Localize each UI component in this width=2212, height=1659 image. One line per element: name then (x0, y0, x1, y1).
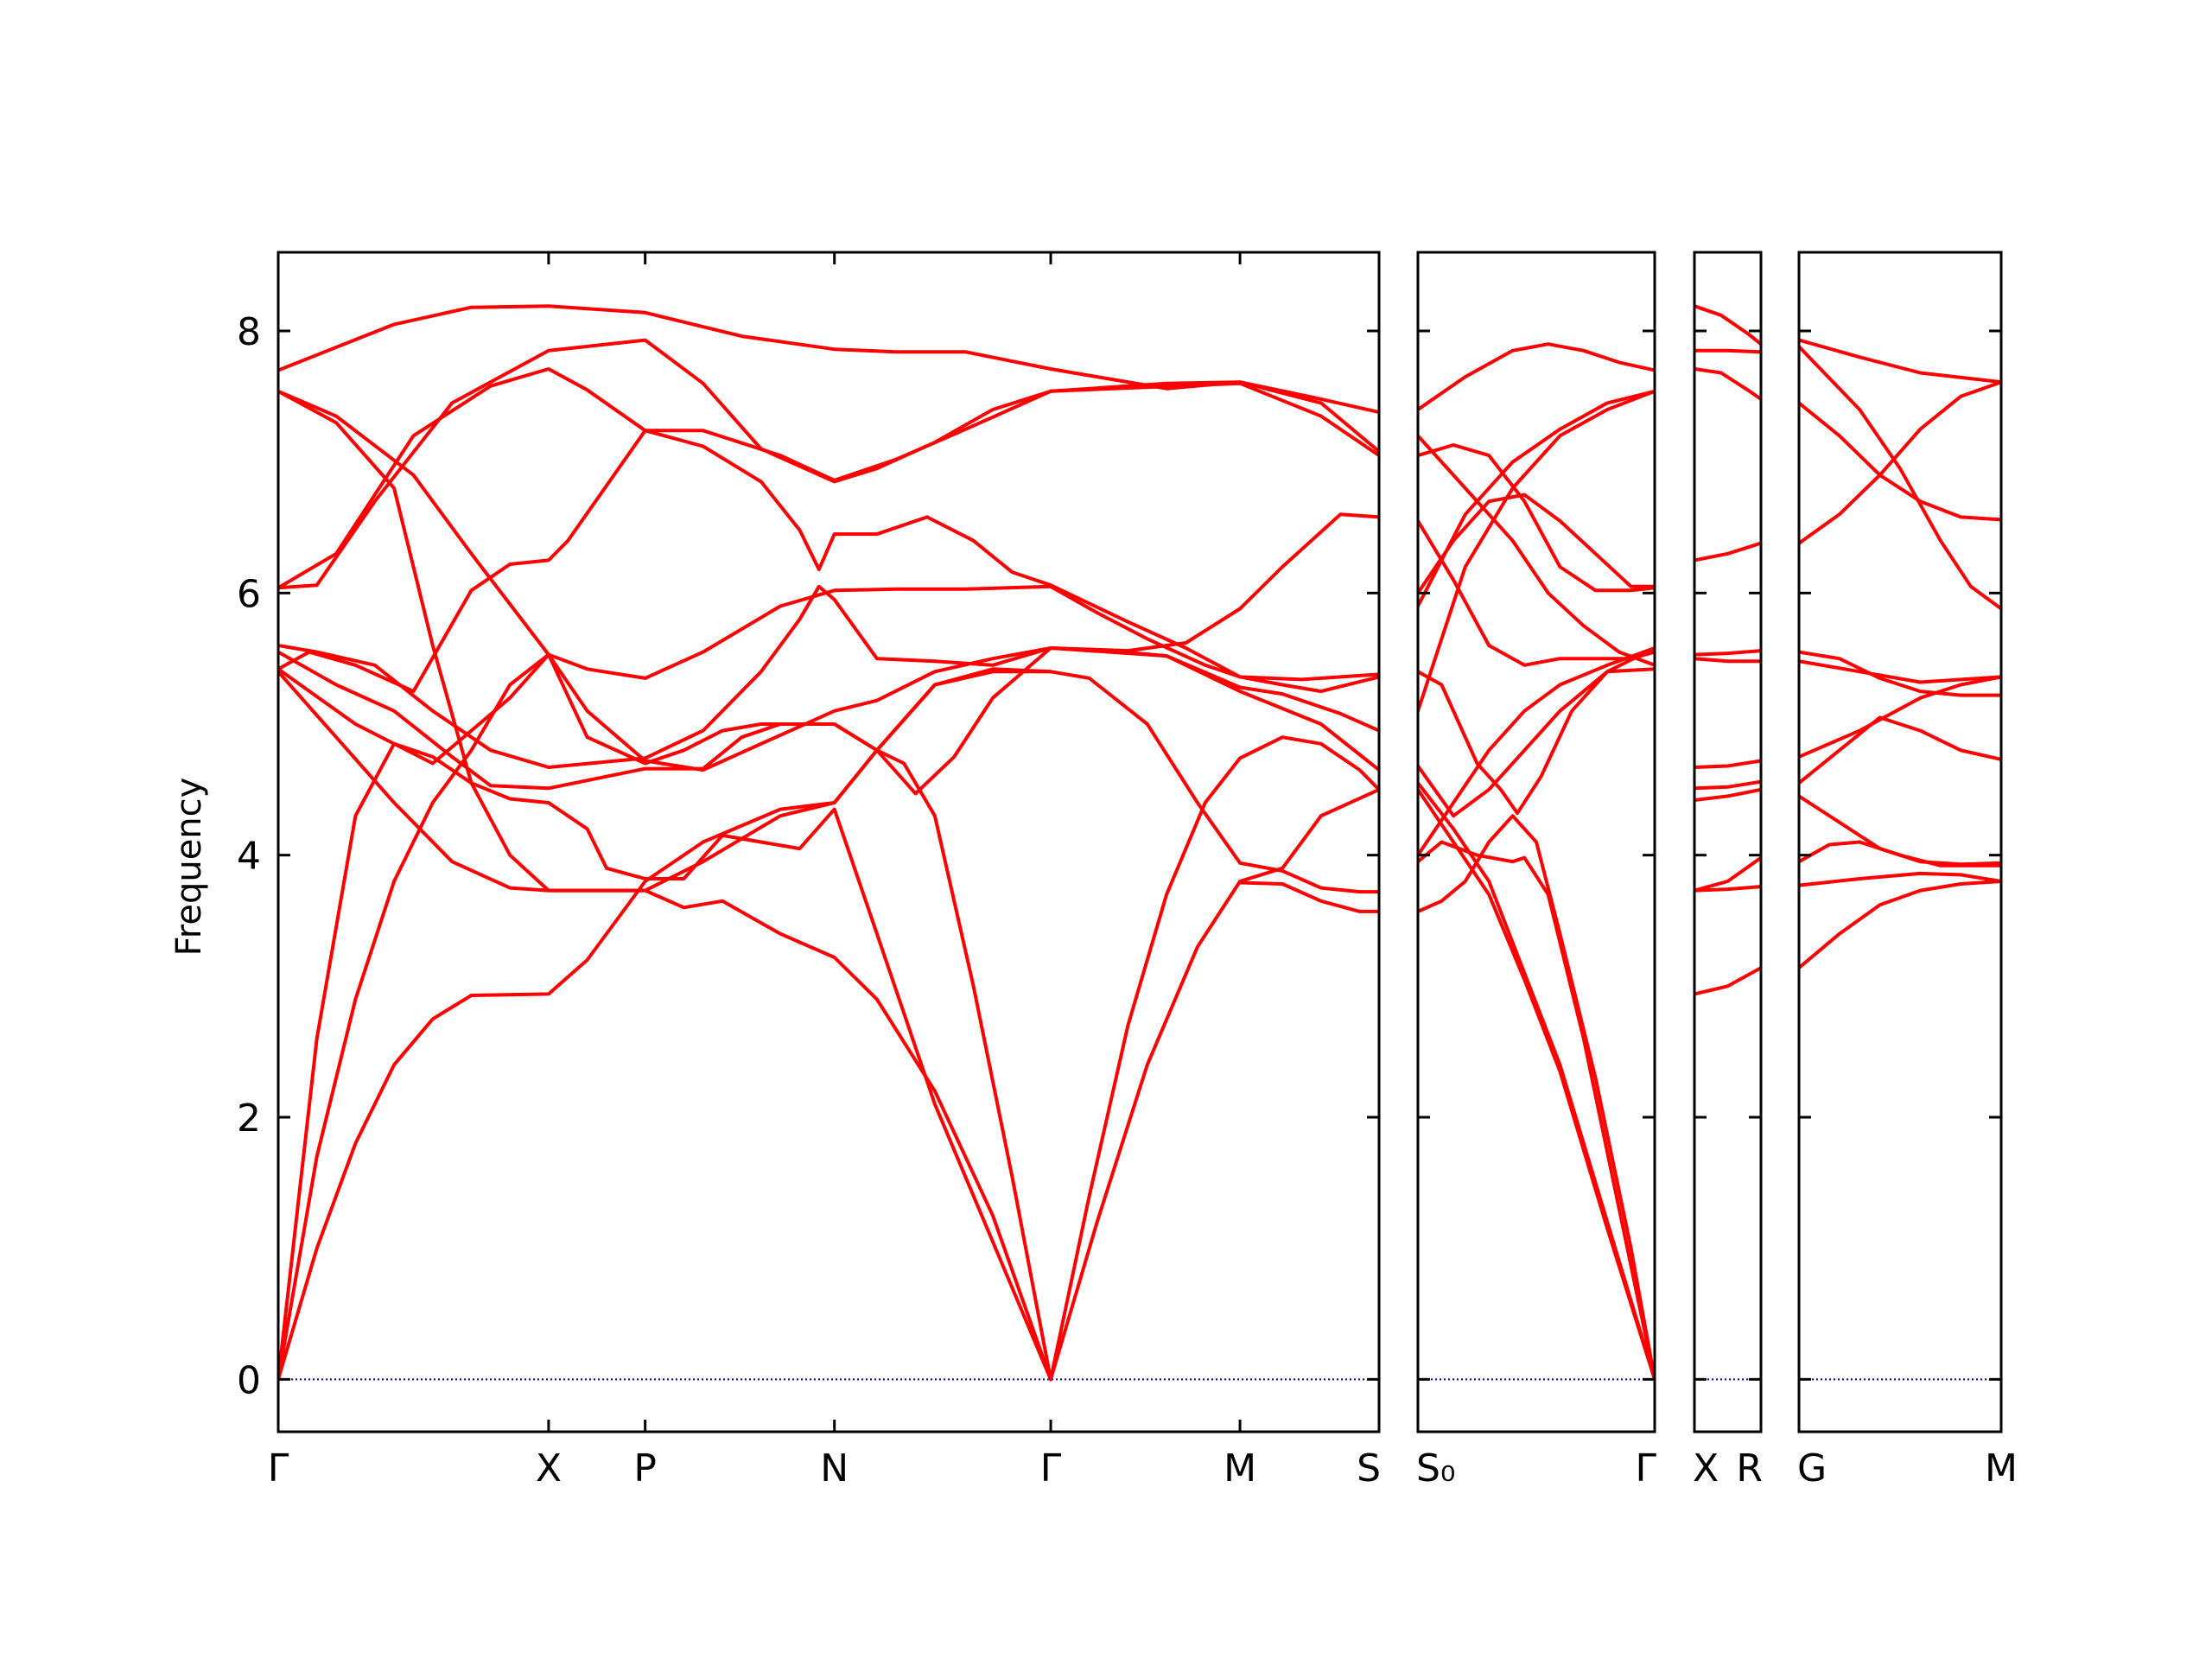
x-tick-label: N (820, 1446, 849, 1491)
band-line-13 (1418, 787, 1655, 1382)
band-line-10 (1694, 855, 1761, 893)
band-series-group (1694, 304, 1761, 996)
band-line-7 (1418, 389, 1655, 713)
band-line-14 (1418, 814, 1655, 1382)
band-line-15 (1049, 787, 1379, 1382)
band-line-3 (1799, 401, 2001, 522)
band-line-2 (1694, 348, 1761, 354)
band-line-16 (1238, 880, 1379, 913)
band-line-12 (278, 652, 1052, 1382)
band-line-7 (278, 380, 1379, 694)
band-line-1 (1694, 304, 1761, 346)
y-tick-label: 4 (237, 835, 261, 879)
band-line-2 (1799, 345, 2001, 611)
band-line-11 (1694, 885, 1761, 893)
band-line-4 (1799, 380, 2001, 545)
band-line-2 (1418, 434, 1655, 667)
band-line-8 (1694, 779, 1761, 791)
band-line-7 (1694, 759, 1761, 769)
band-line-4 (1694, 541, 1761, 563)
x-tick-label: Γ (268, 1446, 289, 1491)
band-line-9 (1694, 787, 1761, 802)
band-series-group (1799, 338, 2001, 970)
band-line-8 (1799, 715, 2001, 785)
x-tick-label: P (633, 1446, 657, 1491)
y-tick-label: 0 (237, 1358, 261, 1402)
band-line-9 (278, 646, 1379, 772)
band-line-11 (1418, 840, 1655, 1382)
x-tick-label: Γ (1635, 1446, 1656, 1491)
band-line-10 (1418, 646, 1655, 857)
band-line-6 (278, 512, 1379, 769)
panel-frame (1693, 251, 1763, 1433)
x-tick-label: R (1736, 1446, 1763, 1491)
x-tick-label: S₀ (1416, 1446, 1456, 1491)
band-line-11 (1799, 871, 2001, 887)
x-tick-label: X (1693, 1446, 1719, 1491)
band-line-5 (278, 367, 1379, 682)
band-line-13 (278, 667, 1052, 1382)
panel-frame (276, 251, 1381, 1433)
band-line-1 (1418, 342, 1655, 411)
band-line-5 (1694, 649, 1761, 657)
y-tick-label: 8 (237, 310, 261, 354)
x-tick-label: G (1797, 1446, 1827, 1491)
band-line-5 (1418, 493, 1655, 595)
band-line-7 (1799, 675, 2001, 759)
y-tick-label: 6 (237, 572, 261, 616)
band-line-10 (278, 670, 1379, 894)
x-tick-label: X (536, 1446, 562, 1491)
band-series-group (278, 304, 1379, 1382)
band-line-1 (1799, 338, 2001, 385)
band-line-6 (1799, 659, 2001, 684)
band-series-group (1418, 342, 1655, 1382)
panel-frame (1416, 251, 1656, 1433)
band-line-8 (1418, 667, 1655, 816)
band-line-9 (1418, 646, 1655, 818)
panel-S0-G: S₀ Γ (1416, 251, 1656, 1491)
band-line-5 (1799, 650, 2001, 697)
band-line-3 (1418, 443, 1655, 593)
y-axis-label: Frequency (169, 778, 209, 957)
band-line-12 (1799, 880, 2001, 970)
y-tick-label: 2 (237, 1096, 261, 1141)
x-tick-label: Γ (1040, 1446, 1062, 1491)
band-line-6 (1694, 657, 1761, 664)
band-line-11 (278, 741, 1052, 1382)
panel-frame (1797, 251, 2003, 1433)
band-line-12 (1694, 966, 1761, 996)
x-tick-label: S (1357, 1446, 1381, 1491)
band-line-14 (1049, 735, 1379, 1382)
band-line-3 (1694, 367, 1761, 401)
x-tick-label: M (1985, 1446, 2018, 1491)
band-line-6 (1418, 389, 1655, 608)
band-line-12 (1418, 781, 1655, 1382)
x-tick-label: M (1224, 1446, 1256, 1491)
band-line-10 (1799, 840, 2001, 868)
band-line-1 (278, 304, 1379, 454)
band-line-2 (278, 389, 1379, 694)
